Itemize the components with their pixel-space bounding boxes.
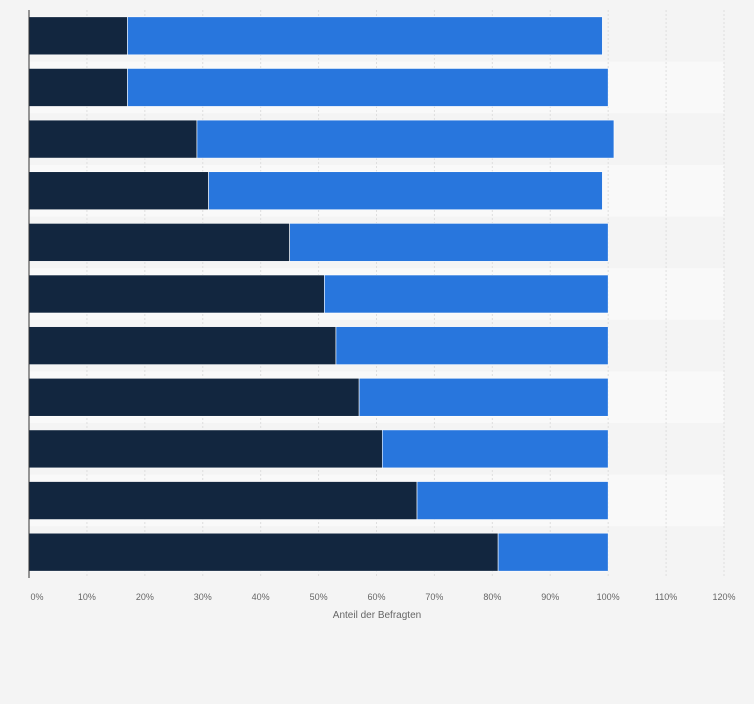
bar-series-1 (28, 429, 383, 469)
bar-series-2 (127, 68, 609, 107)
bar-series-1 (28, 532, 499, 572)
x-tick-label: 80% (483, 592, 501, 602)
x-tick-label: 90% (541, 592, 559, 602)
bar-series-1 (28, 223, 290, 262)
bar-series-1 (28, 119, 198, 159)
x-tick-label: 60% (367, 592, 385, 602)
bar-series-1 (28, 274, 325, 314)
bar-series-2 (358, 377, 609, 417)
bars (28, 16, 615, 572)
bar-series-1 (28, 326, 337, 365)
bar-series-1 (28, 377, 360, 417)
bar-series-1 (28, 16, 128, 56)
bar-series-2 (416, 481, 609, 520)
bar-series-1 (28, 171, 209, 211)
x-tick-label: 50% (310, 592, 328, 602)
x-tick-label: 40% (252, 592, 270, 602)
bar-series-2 (196, 119, 615, 159)
x-tick-label: 0% (30, 592, 43, 602)
x-tick-labels: 0% 10% 20% 30% 40% 50% 60% 70% 80% 90% 100% 110% 120… (30, 592, 735, 602)
bar-series-1 (28, 68, 128, 107)
x-axis-label: Anteil der Befragten (333, 610, 421, 621)
x-tick-label: 20% (136, 592, 154, 602)
x-tick-label: 100% (597, 592, 620, 602)
bar-series-2 (208, 171, 603, 211)
bar-series-2 (381, 429, 609, 469)
x-tick-label: 120% (712, 592, 735, 602)
bar-series-1 (28, 481, 418, 520)
bar-series-2 (497, 532, 609, 572)
x-tick-label: 30% (194, 592, 212, 602)
x-tick-label: 10% (78, 592, 96, 602)
bar-series-2 (289, 223, 609, 262)
bar-series-2 (324, 274, 609, 314)
x-tick-label: 70% (425, 592, 443, 602)
x-tick-label: 110% (655, 592, 677, 602)
bar-series-2 (335, 326, 609, 365)
bar-series-2 (127, 16, 603, 56)
